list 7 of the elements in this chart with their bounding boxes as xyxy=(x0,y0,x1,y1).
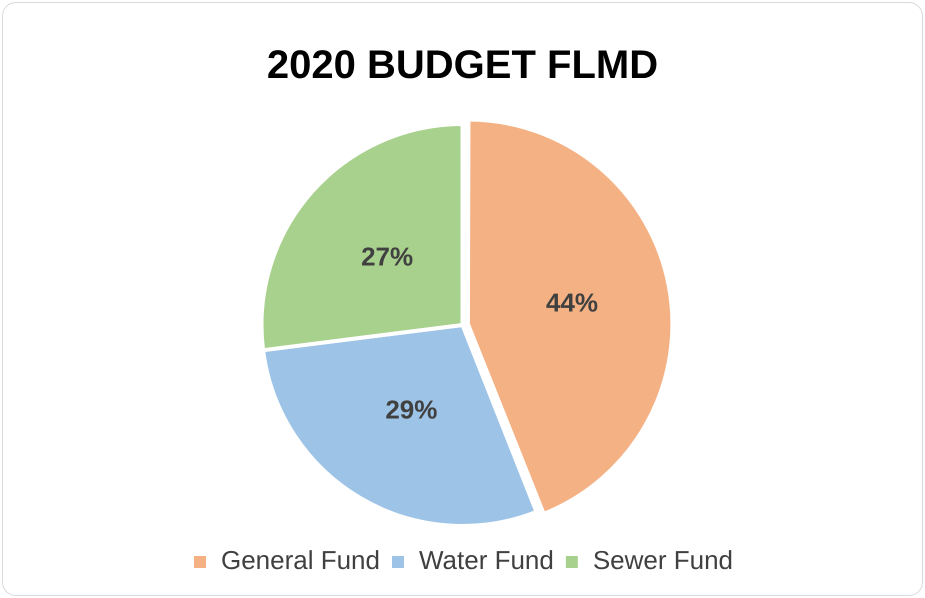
legend-label: General Fund xyxy=(220,545,380,576)
data-label: 27% xyxy=(361,242,414,272)
data-label: 29% xyxy=(385,394,438,425)
data-label: 44% xyxy=(546,287,598,318)
legend-label: Sewer Fund xyxy=(592,545,734,576)
chart-title: 2020 BUDGET FLMD xyxy=(266,43,658,88)
legend-label: Water Fund xyxy=(418,545,554,576)
